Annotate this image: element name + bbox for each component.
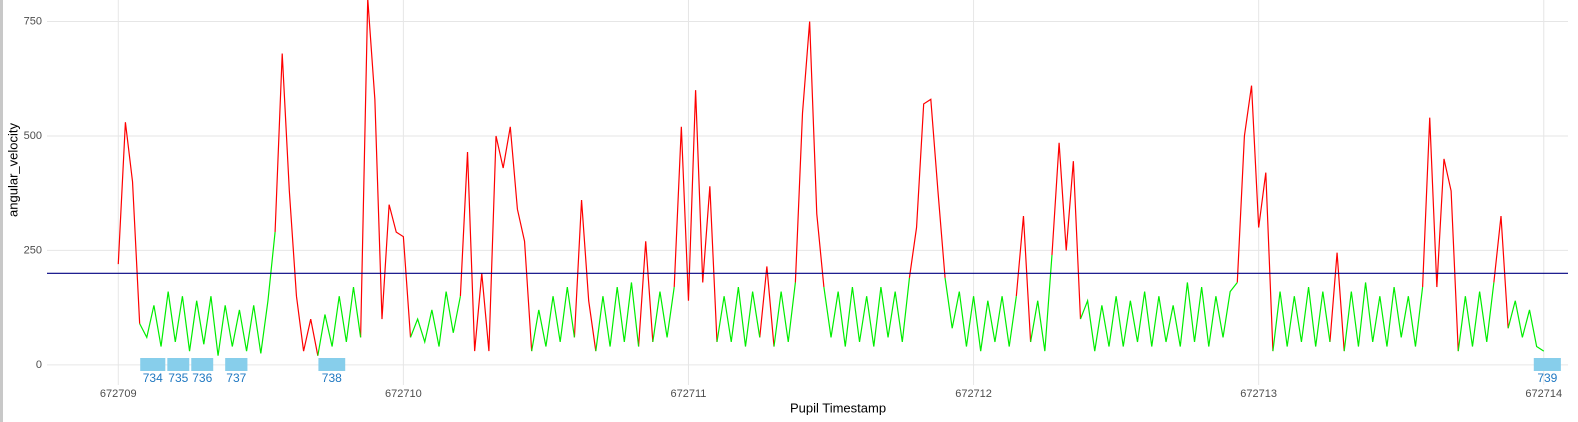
velocity-line	[139, 232, 1545, 356]
x-tick-label: 672714	[1525, 388, 1562, 400]
fixation-bar	[167, 358, 190, 371]
y-tick-label: 500	[24, 130, 42, 142]
x-tick-label: 672711	[671, 388, 707, 400]
fixation-bar	[140, 358, 166, 371]
fixation-bar	[318, 358, 346, 371]
x-tick-label: 672712	[955, 388, 992, 400]
y-axis-title: angular_velocity	[5, 123, 20, 217]
fixation-label: 734	[143, 371, 163, 385]
x-tick-label: 672713	[1240, 388, 1277, 400]
velocity-line	[117, 0, 1509, 356]
fixation-label: 739	[1537, 371, 1557, 385]
fixation-bar	[225, 358, 248, 371]
fixation-label: 738	[322, 371, 342, 385]
y-tick-label: 250	[24, 244, 42, 256]
window-edge	[0, 0, 3, 422]
y-tick-label: 750	[24, 15, 42, 27]
x-tick-label: 672709	[100, 388, 137, 400]
fixation-bar	[191, 358, 214, 371]
fixation-bar	[1533, 358, 1561, 371]
fixation-label: 737	[226, 371, 246, 385]
x-axis-title: Pupil Timestamp	[790, 400, 886, 415]
x-tick-label: 672710	[385, 388, 422, 400]
y-tick-label: 0	[36, 359, 42, 371]
fixation-label: 736	[192, 371, 212, 385]
fixation-label: 735	[168, 371, 188, 385]
